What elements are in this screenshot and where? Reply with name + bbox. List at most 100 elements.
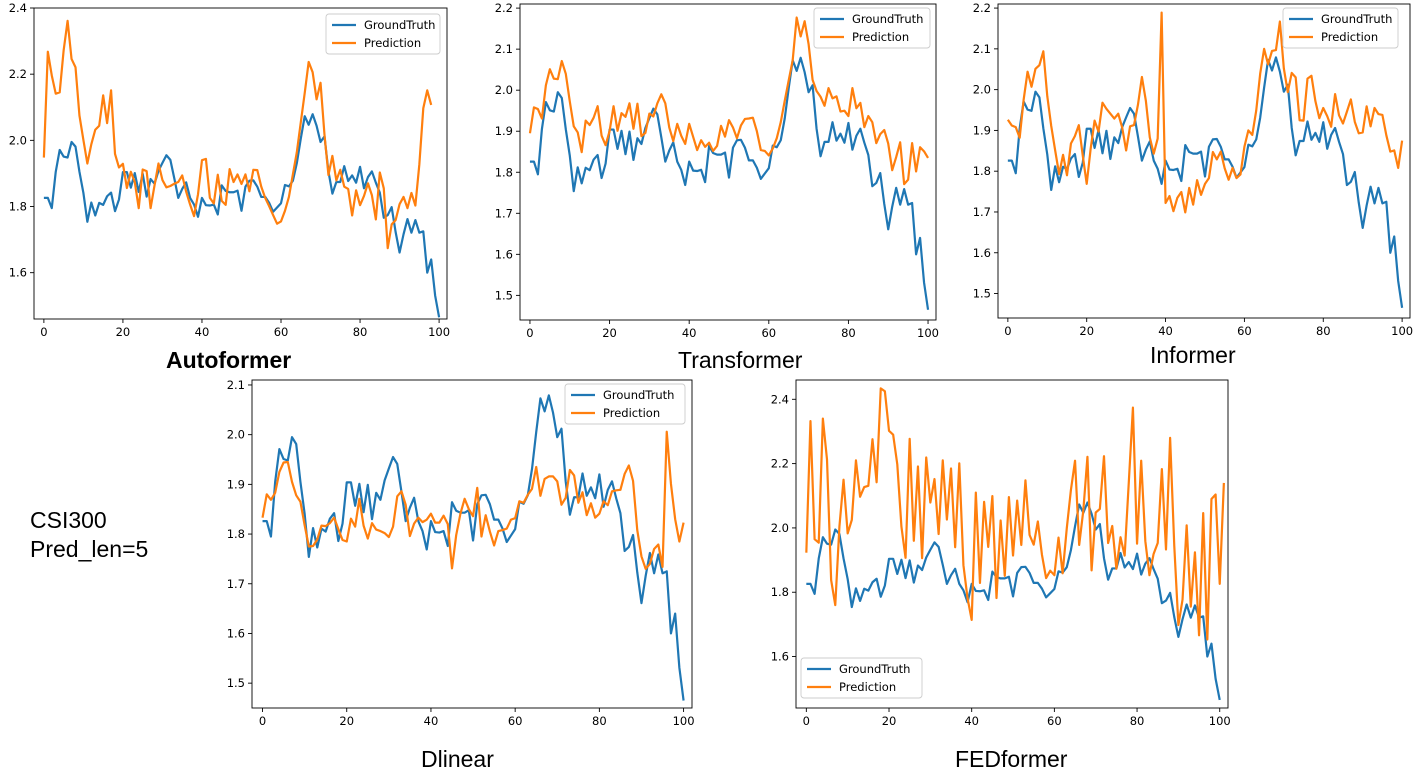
x-tick-label: 20	[339, 714, 354, 728]
legend: GroundTruth Prediction	[564, 383, 686, 425]
y-tick-label: 2.2	[771, 457, 789, 471]
legend-label-prediction: Prediction	[852, 30, 909, 44]
y-tick-label: 2.4	[771, 392, 789, 406]
x-tick-label: 40	[682, 326, 697, 340]
series-line-prediction	[1006, 11, 1404, 214]
y-tick-label: 2.0	[771, 521, 789, 535]
x-tick-label: 100	[1209, 714, 1231, 728]
y-tick-label: 2.0	[227, 428, 245, 442]
x-tick-label: 60	[508, 714, 523, 728]
x-tick-label: 80	[1316, 324, 1331, 338]
series-line-prediction	[805, 387, 1225, 641]
y-tick-label: 1.8	[227, 527, 245, 541]
series-line-groundtruth	[1007, 56, 1404, 308]
caption-autoformer: Autoformer	[166, 347, 292, 373]
legend-label-prediction: Prediction	[603, 406, 660, 420]
series-line-prediction	[528, 16, 929, 186]
caption-dlinear: Dlinear	[421, 746, 494, 772]
x-tick-label: 60	[761, 326, 776, 340]
y-tick-label: 2.1	[495, 42, 513, 56]
chart-dlinear: 0 20 40 60 80 100 1.5 1.6 1.7 1.8 1.9 2.0 2.1 GroundT…	[227, 378, 695, 728]
x-tick-label: 40	[195, 325, 210, 339]
x-tick-label: 80	[841, 326, 856, 340]
x-tick-label: 0	[40, 325, 47, 339]
x-tick-label: 80	[1130, 714, 1145, 728]
x-tick-label: 100	[428, 325, 450, 339]
x-tick-label: 80	[353, 325, 368, 339]
y-tick-label: 1.9	[495, 124, 513, 138]
caption-informer: Informer	[1150, 342, 1236, 368]
legend: GroundTruth Prediction	[325, 13, 441, 55]
y-tick-label: 2.2	[9, 67, 27, 81]
x-tick-label: 0	[259, 714, 266, 728]
axes-frame	[997, 3, 1411, 319]
y-tick-label: 2.2	[973, 1, 991, 15]
y-tick-label: 2.1	[973, 42, 991, 56]
x-tick-label: 40	[424, 714, 439, 728]
y-tick-label: 1.7	[495, 206, 513, 220]
x-tick-label: 0	[526, 326, 533, 340]
y-tick-label: 1.6	[495, 247, 513, 261]
legend: GroundTruth Prediction	[800, 657, 923, 699]
x-tick-label: 60	[274, 325, 289, 339]
y-tick-label: 1.6	[9, 266, 27, 280]
chart-autoformer: 0 20 40 60 80 100 1.6 1.8 2.0 2.2 2.4 GroundTruth Pr…	[9, 1, 450, 339]
caption-fedformer: FEDformer	[955, 746, 1068, 772]
x-tick-label: 0	[1004, 324, 1011, 338]
dataset-label: CSI300 Pred_len=5	[30, 506, 148, 564]
chart-fedformer: 0 20 40 60 80 100 1.6 1.8 2.0 2.2 2.4 GroundTruth Pr…	[771, 379, 1231, 728]
series-line-prediction	[261, 430, 685, 570]
prediction-length: Pred_len=5	[30, 536, 149, 562]
x-tick-label: 40	[964, 714, 979, 728]
y-tick-label: 1.9	[227, 477, 245, 491]
x-tick-label: 0	[803, 714, 810, 728]
x-tick-label: 100	[673, 714, 695, 728]
series-line-prediction	[42, 19, 433, 250]
x-tick-label: 60	[1237, 324, 1252, 338]
y-tick-label: 1.5	[973, 287, 991, 301]
y-tick-label: 1.7	[973, 205, 991, 219]
chart-informer: 0 20 40 60 80 100 1.5 1.6 1.7 1.8 1.9 2.0 2.1 2.2 Grou…	[973, 1, 1413, 338]
legend-label-groundtruth: GroundTruth	[603, 388, 674, 402]
axes-frame	[795, 379, 1229, 709]
axes-frame	[251, 379, 693, 709]
legend-label-prediction: Prediction	[1321, 30, 1378, 44]
x-tick-label: 20	[882, 714, 897, 728]
axes-frame	[519, 3, 937, 321]
x-tick-label: 60	[1047, 714, 1062, 728]
axes-frame	[33, 7, 448, 320]
legend-label-prediction: Prediction	[364, 36, 421, 50]
y-tick-label: 1.8	[9, 200, 27, 214]
y-tick-label: 1.8	[495, 165, 513, 179]
legend: GroundTruth Prediction	[1282, 7, 1399, 49]
chart-transformer: 0 20 40 60 80 100 1.5 1.6 1.7 1.8 1.9 2.0 2.1 2.2 Grou…	[495, 1, 939, 340]
x-tick-label: 100	[1391, 324, 1413, 338]
y-tick-label: 1.5	[495, 288, 513, 302]
series-line-groundtruth	[806, 501, 1221, 701]
legend-label-groundtruth: GroundTruth	[1321, 12, 1392, 26]
dataset-name: CSI300	[30, 507, 107, 533]
x-tick-label: 20	[1079, 324, 1094, 338]
y-tick-label: 1.6	[227, 626, 245, 640]
x-tick-label: 20	[602, 326, 617, 340]
y-tick-label: 2.0	[495, 83, 513, 97]
y-tick-label: 2.0	[9, 133, 27, 147]
y-tick-label: 2.1	[227, 378, 245, 392]
y-tick-label: 1.8	[771, 585, 789, 599]
y-tick-label: 2.4	[9, 1, 27, 15]
caption-transformer: Transformer	[678, 347, 803, 373]
y-tick-label: 1.8	[973, 164, 991, 178]
x-tick-label: 80	[592, 714, 607, 728]
series-line-groundtruth	[529, 56, 930, 310]
legend-label-prediction: Prediction	[839, 680, 896, 694]
y-tick-label: 1.6	[973, 246, 991, 260]
y-tick-label: 1.6	[771, 650, 789, 664]
legend: GroundTruth Prediction	[813, 7, 931, 49]
legend-box	[800, 657, 923, 699]
y-tick-label: 1.5	[227, 676, 245, 690]
legend-label-groundtruth: GroundTruth	[839, 662, 910, 676]
y-tick-label: 1.7	[227, 577, 245, 591]
series-line-groundtruth	[43, 113, 441, 318]
legend-label-groundtruth: GroundTruth	[364, 18, 435, 32]
x-tick-label: 100	[917, 326, 939, 340]
